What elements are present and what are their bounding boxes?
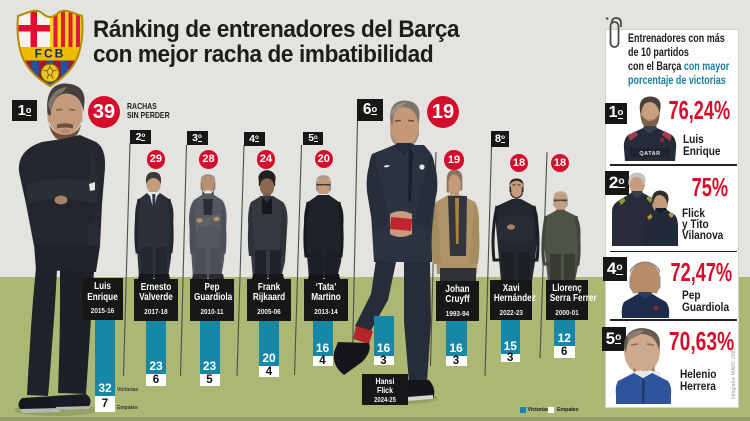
svg-text:FCB: FCB xyxy=(35,47,66,61)
svg-text:QATAR: QATAR xyxy=(639,151,660,157)
